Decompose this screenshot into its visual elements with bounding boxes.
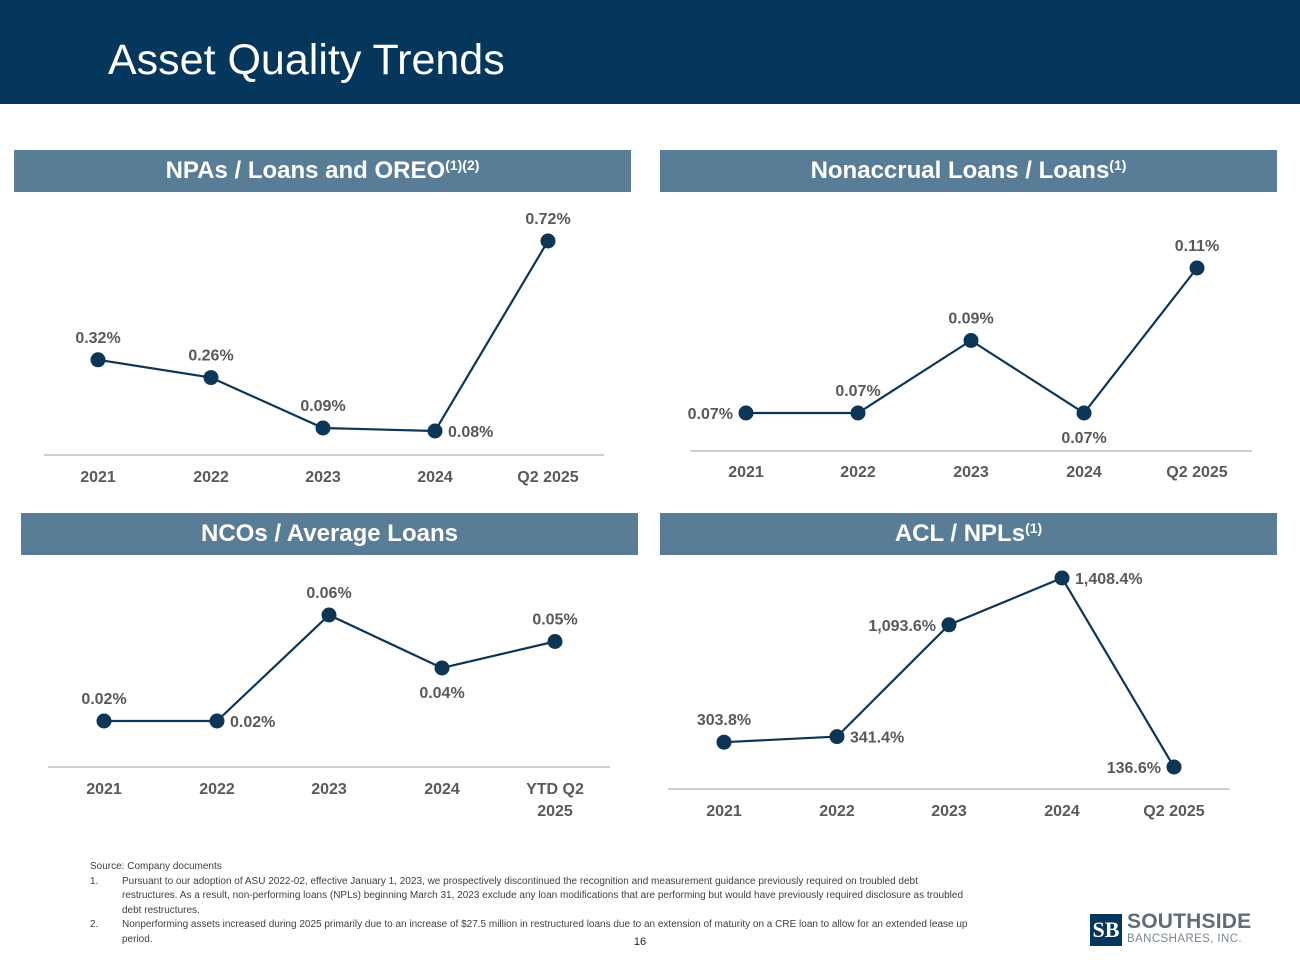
- data-point-acl-3: [941, 617, 957, 633]
- category-label-nonaccrual-3: 2023: [953, 464, 989, 481]
- data-label-nonaccrual-1: 0.07%: [688, 406, 733, 423]
- category-label-npas-1: 2021: [80, 469, 116, 486]
- category-label-npas-4: 2024: [417, 469, 453, 486]
- data-label-npas-2: 0.26%: [188, 348, 233, 365]
- data-label-ncos-5: 0.05%: [532, 612, 577, 629]
- data-label-ncos-4: 0.04%: [419, 685, 464, 702]
- footnote-1: 1. Pursuant to our adoption of ASU 2022-…: [90, 875, 970, 919]
- data-point-nonaccrual-1: [738, 405, 754, 421]
- category-label-ncos-5: YTD Q2 2025: [526, 781, 584, 820]
- series-line-acl: [723, 576, 1175, 768]
- category-label-acl-3: 2023: [931, 803, 967, 820]
- category-label-nonaccrual-5: Q2 2025: [1166, 464, 1227, 481]
- category-label-ncos-1: 2021: [86, 781, 122, 798]
- logo-name: SOUTHSIDE: [1127, 910, 1252, 933]
- data-point-acl-5: [1166, 759, 1182, 775]
- data-label-ncos-3: 0.06%: [306, 585, 351, 602]
- data-point-ncos-1: [96, 713, 112, 729]
- series-line-ncos: [104, 613, 556, 723]
- panel-title-ncos: NCOs / Average Loans: [201, 520, 458, 547]
- data-label-acl-4: 1,408.4%: [1075, 571, 1143, 588]
- category-label-acl-4: 2024: [1044, 803, 1080, 820]
- data-label-npas-4: 0.08%: [448, 424, 493, 441]
- data-label-nonaccrual-5: 0.11%: [1175, 238, 1219, 255]
- data-label-npas-1: 0.32%: [75, 330, 120, 347]
- data-point-npas-4: [427, 423, 443, 439]
- logo-mark: SB: [1090, 914, 1122, 946]
- data-point-nonaccrual-5: [1189, 260, 1205, 276]
- data-point-acl-4: [1054, 570, 1070, 586]
- category-label-ncos-4: 2024: [424, 781, 460, 798]
- category-label-acl-5: Q2 2025: [1143, 803, 1204, 820]
- footnote-1-text: Pursuant to our adoption of ASU 2022-02,…: [122, 875, 964, 916]
- category-label-nonaccrual-4: 2024: [1066, 464, 1102, 481]
- footnote-1-number: 1.: [90, 875, 99, 887]
- panel-footnote-npas: (1)(2): [445, 157, 480, 173]
- panel-footnote-nonaccrual: (1): [1109, 157, 1127, 173]
- data-label-nonaccrual-3: 0.09%: [948, 311, 993, 328]
- category-label-ncos-2: 2022: [199, 781, 235, 798]
- panel-header-nonaccrual: Nonaccrual Loans / Loans(1): [660, 150, 1277, 192]
- category-label-acl-1: 2021: [706, 803, 742, 820]
- data-point-acl-2: [829, 729, 845, 745]
- data-label-npas-3: 0.09%: [300, 398, 345, 415]
- data-label-acl-1: 303.8%: [697, 712, 751, 729]
- panel-title-nonaccrual: Nonaccrual Loans / Loans: [810, 157, 1110, 184]
- category-label-nonaccrual-1: 2021: [728, 464, 764, 481]
- panel-header-acl: ACL / NPLs(1): [660, 513, 1277, 555]
- category-label-npas-5: Q2 2025: [517, 469, 578, 486]
- page-number: 16: [633, 936, 647, 948]
- footnote-2-number: 2.: [90, 919, 99, 930]
- category-label-ncos-3: 2023: [311, 781, 347, 798]
- category-label-npas-3: 2023: [305, 469, 341, 486]
- panel-title-npas: NPAs / Loans and OREO: [165, 157, 446, 184]
- data-point-ncos-3: [321, 607, 337, 623]
- data-point-npas-3: [315, 420, 331, 436]
- data-label-ncos-1: 0.02%: [81, 691, 126, 708]
- data-label-acl-5: 136.6%: [1107, 760, 1161, 777]
- footnotes: Source: Company documents 1. Pursuant to…: [90, 860, 970, 947]
- data-label-nonaccrual-2: 0.07%: [835, 383, 880, 400]
- panel-header-ncos: NCOs / Average Loans: [21, 513, 638, 555]
- data-point-npas-2: [203, 370, 219, 386]
- footnote-2-text: Nonperforming assets increased during 20…: [122, 919, 968, 945]
- data-point-ncos-4: [434, 660, 450, 676]
- title-bar: Asset Quality Trends: [0, 0, 1300, 104]
- data-point-acl-1: [716, 734, 732, 750]
- page-title: Asset Quality Trends: [108, 36, 505, 84]
- panel-header-npas: NPAs / Loans and OREO(1)(2): [14, 150, 631, 192]
- data-label-acl-2: 341.4%: [850, 730, 904, 747]
- data-point-npas-1: [90, 352, 106, 368]
- category-label-acl-2: 2022: [819, 803, 855, 820]
- footnote-source: Source: Company documents: [90, 861, 222, 872]
- category-label-nonaccrual-2: 2022: [840, 464, 876, 481]
- data-label-nonaccrual-4: 0.07%: [1061, 430, 1106, 447]
- data-label-ncos-2: 0.02%: [230, 714, 275, 731]
- data-label-acl-3: 1,093.6%: [868, 618, 936, 635]
- category-label-npas-2: 2022: [193, 469, 229, 486]
- company-logo: SB SOUTHSIDE BANCSHARES, INC.: [1090, 910, 1270, 948]
- data-point-ncos-5: [547, 634, 563, 649]
- data-label-npas-5: 0.72%: [525, 211, 570, 228]
- logo-subtitle: BANCSHARES, INC.: [1127, 933, 1243, 945]
- panel-title-acl: ACL / NPLs: [894, 520, 1026, 547]
- panel-footnote-acl: (1): [1025, 520, 1043, 536]
- data-point-nonaccrual-4: [1076, 405, 1092, 421]
- data-point-npas-5: [540, 233, 556, 249]
- data-point-ncos-2: [209, 713, 225, 729]
- footnote-2: 2. Nonperforming assets increased during…: [90, 918, 970, 947]
- data-point-nonaccrual-2: [850, 405, 866, 421]
- data-point-nonaccrual-3: [963, 333, 979, 348]
